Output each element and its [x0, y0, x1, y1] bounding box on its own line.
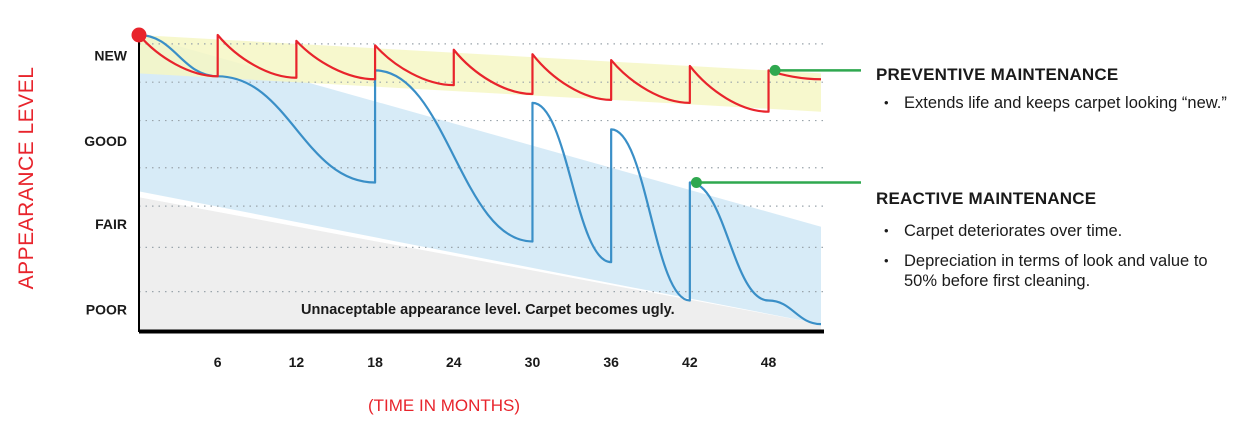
reactive-bullet: Carpet deteriorates over time. [876, 221, 1236, 241]
y-level-label: POOR [86, 301, 127, 317]
y-level-label: FAIR [95, 216, 127, 232]
poor-band [139, 197, 821, 330]
x-tick-label: 42 [682, 354, 698, 370]
x-tick-label: 30 [525, 354, 541, 370]
reactive-maintenance-panel: REACTIVE MAINTENANCE Carpet deteriorates… [876, 189, 1236, 301]
y-level-label: GOOD [84, 133, 127, 149]
x-tick-label: 24 [446, 354, 462, 370]
x-tick-label: 6 [214, 354, 222, 370]
callout-marker [769, 64, 781, 76]
y-level-label: NEW [94, 48, 127, 64]
reactive-maintenance-title: REACTIVE MAINTENANCE [876, 189, 1097, 208]
callout-marker [690, 177, 702, 188]
poor-zone-note: Unnaceptable appearance level. Carpet be… [301, 302, 675, 318]
x-axis-label: (TIME IN MONTHS) [368, 396, 521, 415]
x-tick-label: 48 [761, 354, 777, 370]
x-tick-label: 36 [603, 354, 619, 370]
x-tick-label: 12 [289, 354, 305, 370]
reactive-line [138, 33, 822, 326]
preventive-maintenance-title: PREVENTIVE MAINTENANCE [876, 65, 1119, 84]
x-tick-label: 18 [367, 354, 383, 370]
start-point-marker [131, 27, 147, 43]
reactive-bullet: Depreciation in terms of look and value … [876, 251, 1236, 291]
preventive-maintenance-panel: PREVENTIVE MAINTENANCE Extends life and … [876, 65, 1236, 123]
preventive-line [138, 33, 822, 113]
reactive-band [139, 35, 821, 325]
preventive-bullet: Extends life and keeps carpet looking “n… [876, 93, 1236, 113]
